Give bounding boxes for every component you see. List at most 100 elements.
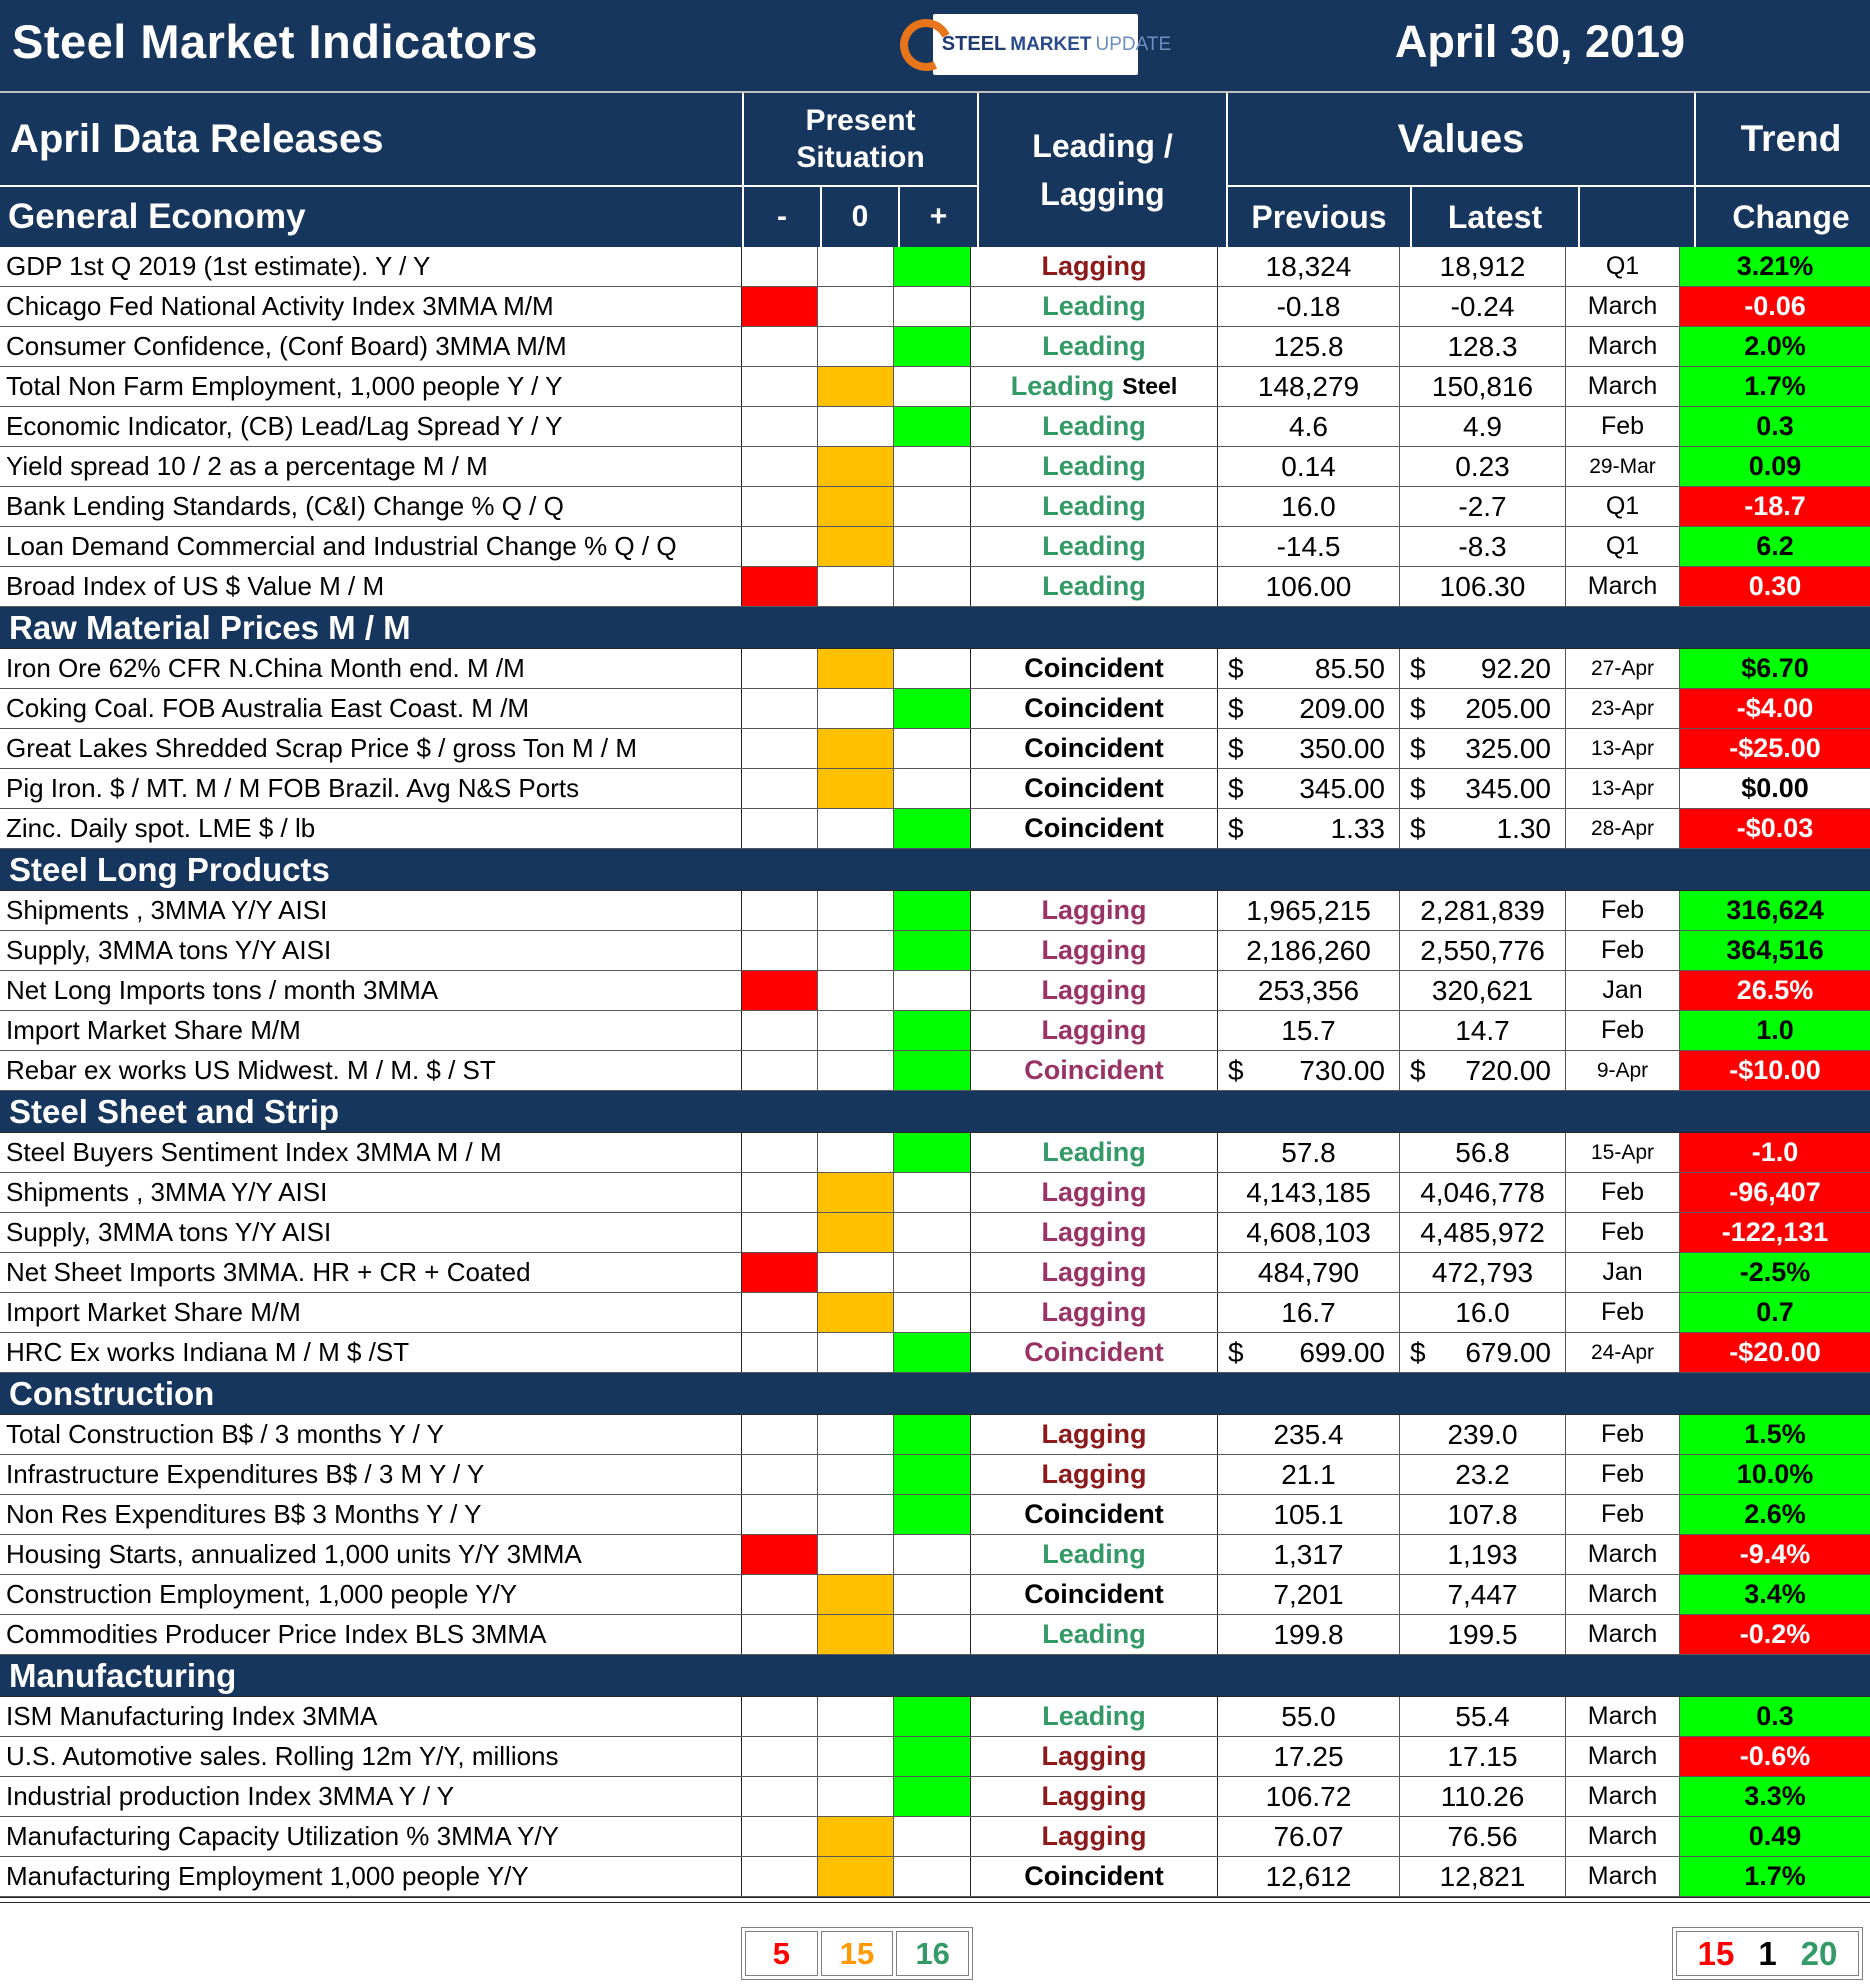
classification-cell: Lagging: [971, 247, 1218, 286]
latest-value: 23.2: [1455, 1458, 1510, 1490]
currency-symbol: $: [1228, 732, 1244, 764]
period-cell: March: [1566, 1535, 1680, 1574]
latest-value: 345.00: [1465, 772, 1551, 804]
previous-value-cell: 18,324: [1218, 247, 1400, 286]
latest-value-cell: 23.2: [1400, 1455, 1566, 1494]
plus-count: 16: [896, 1931, 970, 1976]
classification-cell: Lagging: [971, 971, 1218, 1010]
change-cell: -0.6%: [1680, 1737, 1870, 1776]
previous-value: 4.6: [1289, 410, 1328, 442]
situation-zero-cell: [818, 769, 894, 808]
situation-plus-cell: [894, 1333, 971, 1372]
previous-value-cell: 4,608,103: [1218, 1213, 1400, 1252]
situation-counts-box: 5 15 16: [741, 1927, 973, 1980]
period-label: March: [1587, 372, 1658, 400]
previous-value-cell: 1,965,215: [1218, 891, 1400, 930]
classification-cell: Leading Steel: [971, 367, 1218, 406]
latest-value-cell: 239.0: [1400, 1415, 1566, 1454]
summary-footer: 5 15 16 15 1 20: [0, 1903, 1870, 1985]
indicator-label-cell: ISM Manufacturing Index 3MMA: [0, 1697, 742, 1736]
change-value: 0.3: [1756, 1701, 1794, 1731]
previous-value: 105.1: [1273, 1498, 1344, 1530]
previous-value: 253,356: [1257, 974, 1360, 1006]
indicator-label: Steel Buyers Sentiment Index 3MMA M / M: [6, 1137, 502, 1167]
table-row: Manufacturing Capacity Utilization % 3MM…: [0, 1817, 1870, 1857]
change-cell: -$20.00: [1680, 1333, 1870, 1372]
situation-zero-cell: [818, 367, 894, 406]
previous-value-cell: $730.00: [1218, 1051, 1400, 1090]
indicator-label: Housing Starts, annualized 1,000 units Y…: [6, 1539, 582, 1569]
period-label: 13-Apr: [1590, 736, 1655, 760]
section-title: Raw Material Prices M / M: [9, 608, 411, 646]
classification-label: Coincident: [1024, 1337, 1164, 1367]
classification-cell: Lagging: [971, 1817, 1218, 1856]
situation-minus-cell: [742, 1333, 818, 1372]
latest-value: 4,046,778: [1420, 1176, 1545, 1208]
latest-value: 199.5: [1447, 1618, 1518, 1650]
minus-column-header: -: [744, 187, 820, 247]
period-cell: March: [1566, 287, 1680, 326]
latest-value-cell: 106.30: [1400, 567, 1566, 606]
previous-value: 21.1: [1281, 1458, 1336, 1490]
latest-value: 76.56: [1447, 1820, 1518, 1852]
previous-value-cell: 16.7: [1218, 1293, 1400, 1332]
change-value: 2.0%: [1744, 331, 1806, 361]
latest-value: 4.9: [1463, 410, 1502, 442]
period-column-header: [1580, 187, 1694, 247]
zero-column-header: 0: [822, 187, 898, 247]
situation-minus-cell: [742, 407, 818, 446]
previous-value-cell: 1,317: [1218, 1535, 1400, 1574]
indicator-label: Manufacturing Employment 1,000 people Y/…: [6, 1861, 529, 1891]
situation-minus-cell: [742, 1011, 818, 1050]
classification-cell: Leading: [971, 527, 1218, 566]
indicator-label-cell: Net Long Imports tons / month 3MMA: [0, 971, 742, 1010]
classification-label: Lagging: [1041, 1015, 1147, 1045]
change-cell: -0.06: [1680, 287, 1870, 326]
table-header: April Data Releases Present Situation Le…: [0, 93, 1870, 247]
table-row: Pig Iron. $ / MT. M / M FOB Brazil. Avg …: [0, 769, 1870, 809]
latest-value: 107.8: [1447, 1498, 1518, 1530]
situation-minus-cell: [742, 1213, 818, 1252]
classification-label: Leading: [1042, 1701, 1146, 1731]
situation-minus-cell: [742, 567, 818, 606]
indicator-label: Import Market Share M/M: [6, 1015, 301, 1045]
section-title: Steel Long Products: [9, 850, 330, 888]
change-value: -0.06: [1744, 291, 1806, 321]
classification-cell: Leading: [971, 1535, 1218, 1574]
situation-minus-cell: [742, 971, 818, 1010]
situation-minus-cell: [742, 527, 818, 566]
previous-value: 2,186,260: [1246, 934, 1371, 966]
flat-trend-count: 1: [1758, 1934, 1777, 1972]
indicator-label: Zinc. Daily spot. LME $ / lb: [6, 813, 316, 843]
situation-minus-cell: [742, 1293, 818, 1332]
change-value: -$25.00: [1729, 733, 1821, 763]
situation-plus-cell: [894, 971, 971, 1010]
previous-value: -0.18: [1276, 290, 1341, 322]
indicator-label: Broad Index of US $ Value M / M: [6, 571, 385, 601]
change-value: -2.5%: [1739, 1257, 1811, 1287]
latest-value-cell: 199.5: [1400, 1615, 1566, 1654]
previous-value-cell: 106.72: [1218, 1777, 1400, 1816]
latest-value: 128.3: [1447, 330, 1518, 362]
situation-plus-cell: [894, 487, 971, 526]
situation-zero-cell: [818, 809, 894, 848]
previous-value: 18,324: [1265, 250, 1352, 282]
change-column-header: Change: [1696, 187, 1870, 247]
table-row: Net Long Imports tons / month 3MMA Laggin…: [0, 971, 1870, 1011]
change-cell: -$25.00: [1680, 729, 1870, 768]
period-label: Feb: [1600, 896, 1645, 924]
trend-header: Trend: [1696, 93, 1870, 185]
latest-value: 472,793: [1431, 1256, 1534, 1288]
situation-zero-cell: [818, 1455, 894, 1494]
period-cell: 29-Mar: [1566, 447, 1680, 486]
classification-label: Leading: [1042, 571, 1146, 601]
previous-value-cell: 0.14: [1218, 447, 1400, 486]
period-cell: 27-Apr: [1566, 649, 1680, 688]
period-cell: 28-Apr: [1566, 809, 1680, 848]
situation-minus-cell: [742, 1777, 818, 1816]
table-row: U.S. Automotive sales. Rolling 12m Y/Y, …: [0, 1737, 1870, 1777]
situation-minus-cell: [742, 729, 818, 768]
classification-cell: Coincident: [971, 769, 1218, 808]
currency-symbol: $: [1410, 732, 1426, 764]
classification-label: Lagging: [1041, 251, 1147, 281]
